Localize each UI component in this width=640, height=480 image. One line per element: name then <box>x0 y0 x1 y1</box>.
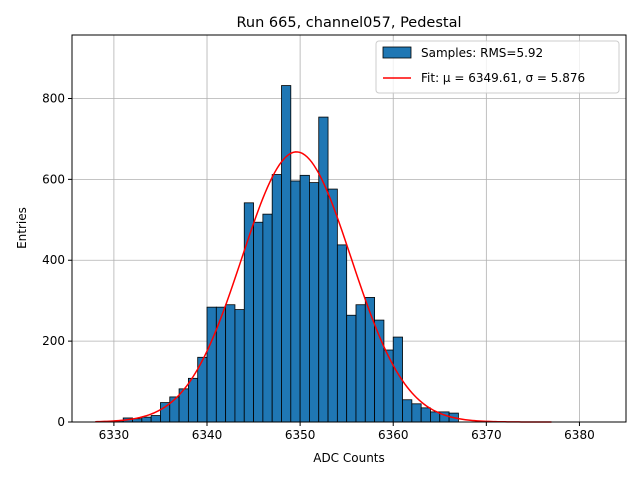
legend-swatch-samples <box>382 46 412 59</box>
legend-label-fit: Fit: μ = 6349.61, σ = 5.876 <box>421 71 585 85</box>
x-tick-label: 6360 <box>378 428 409 442</box>
histogram-bar <box>309 182 320 423</box>
histogram-bar <box>411 403 422 423</box>
histogram-bar <box>150 415 161 423</box>
histogram-bar <box>346 314 357 423</box>
chart-title: Run 665, channel057, Pedestal <box>236 15 461 31</box>
legend: Samples: RMS=5.92 Fit: μ = 6349.61, σ = … <box>375 40 620 94</box>
histogram-bar <box>271 174 282 423</box>
histogram-bars <box>113 85 459 423</box>
y-axis-ticks: 0 200 400 600 800 <box>42 91 72 429</box>
histogram-bar <box>336 244 348 423</box>
histogram-bar <box>290 180 301 423</box>
histogram-bar <box>234 309 245 423</box>
histogram-bar <box>383 349 394 423</box>
x-tick-label: 6370 <box>471 428 502 442</box>
histogram-bar <box>262 213 273 423</box>
y-tick-label: 600 <box>42 172 65 186</box>
y-tick-label: 0 <box>57 415 65 429</box>
histogram-bar <box>141 416 152 423</box>
histogram-bar <box>299 174 310 423</box>
legend-frame <box>375 40 620 94</box>
x-tick-label: 6350 <box>285 428 316 442</box>
histogram-bar <box>327 188 338 423</box>
histogram-bar <box>169 396 180 423</box>
histogram-bar <box>355 304 366 423</box>
histogram-bar <box>402 399 413 423</box>
histogram-bar <box>318 116 329 423</box>
histogram-bar <box>253 221 264 423</box>
y-tick-label: 400 <box>42 253 65 267</box>
fit-curve <box>95 151 552 423</box>
x-tick-label: 6340 <box>192 428 223 442</box>
y-tick-label: 800 <box>42 91 65 105</box>
x-tick-label: 6330 <box>99 428 130 442</box>
y-axis-label: Entries <box>15 207 29 249</box>
x-axis-ticks: 6330 6340 6350 6360 6370 6380 <box>99 422 595 442</box>
histogram-bar <box>364 297 376 423</box>
histogram-bar <box>281 85 292 423</box>
x-tick-label: 6380 <box>564 428 595 442</box>
legend-label-samples: Samples: RMS=5.92 <box>421 46 543 60</box>
histogram-bar <box>206 306 217 423</box>
plot-frame <box>71 34 627 423</box>
histogram-bar <box>187 377 199 423</box>
histogram-bar <box>420 407 431 423</box>
x-axis-label: ADC Counts <box>313 451 385 465</box>
y-tick-label: 200 <box>42 334 65 348</box>
histogram-bar <box>225 304 236 423</box>
